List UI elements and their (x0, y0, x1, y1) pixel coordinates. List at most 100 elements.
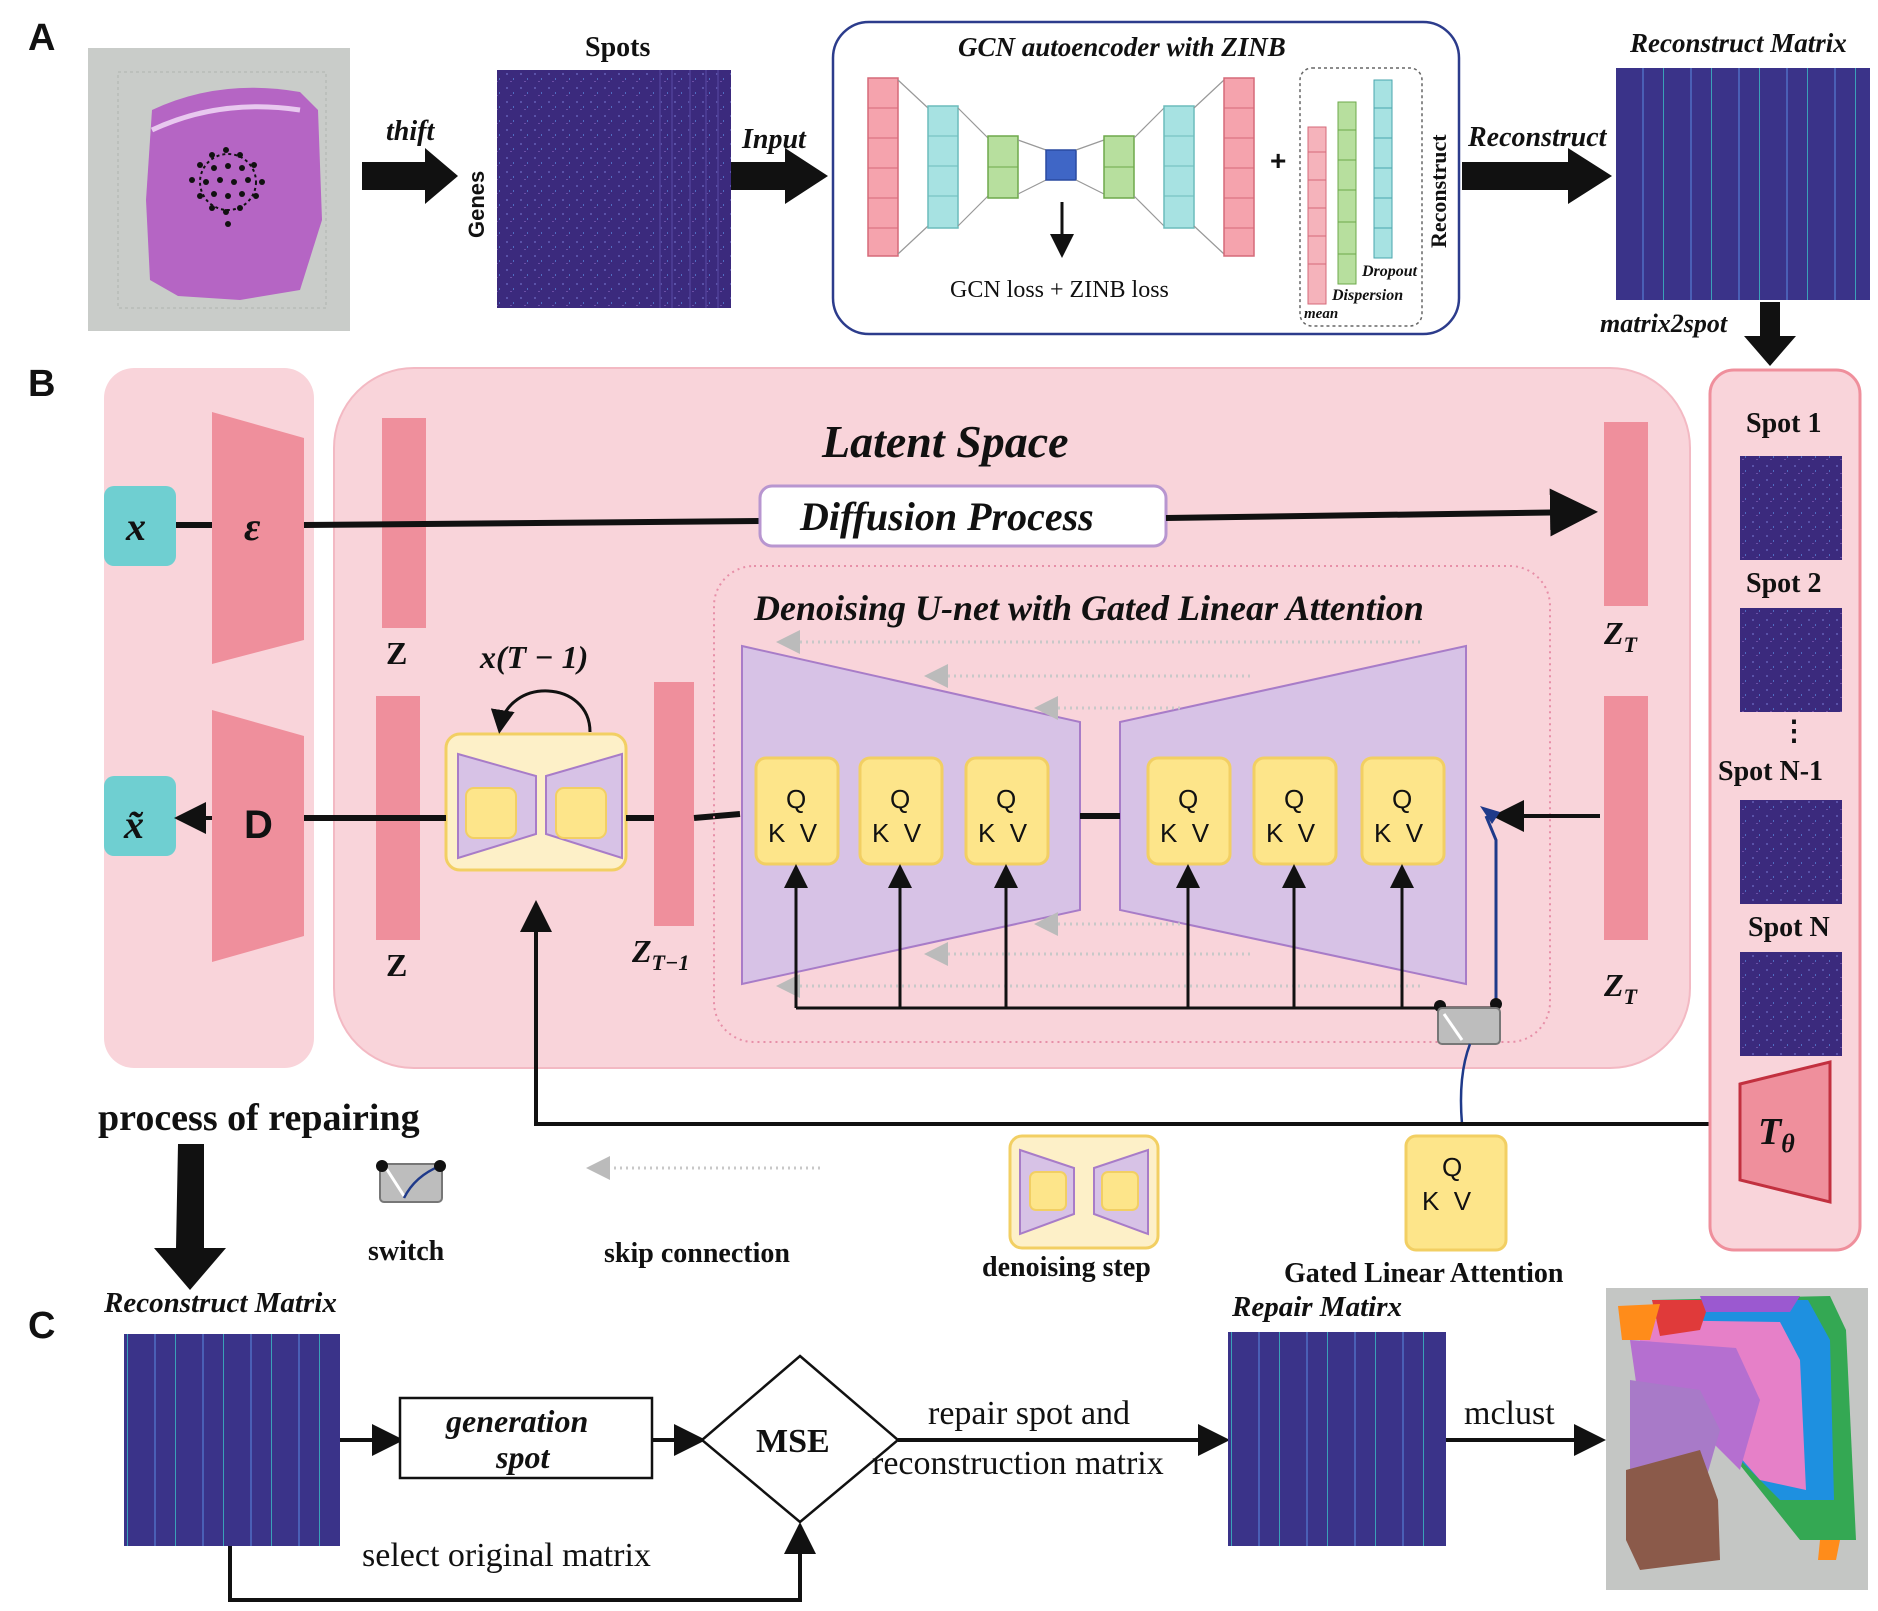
decoder-trapezoid (212, 710, 304, 962)
spot-image-1 (1740, 456, 1842, 560)
spot-dots-icon (189, 147, 265, 227)
z-label-top: Z (386, 635, 407, 671)
dispersion-label: Dispersion (1331, 287, 1403, 304)
encoder-decoder-layers (867, 77, 1255, 257)
gla-kv-label: K V (1422, 1186, 1472, 1216)
spot-image-2 (1740, 608, 1842, 712)
attention-blocks: Q K V Q K V Q K V Q K V Q K V Q K V (754, 756, 1446, 866)
encoder-trapezoid (212, 412, 304, 664)
reconstruct-matrix-c-title: Reconstruct Matrix (103, 1287, 337, 1319)
x-input-box (104, 486, 176, 566)
dropout-label: Dropout (1361, 263, 1418, 280)
zt-minus-1-label: ZT−1 (631, 933, 689, 975)
skip-connection-label: skip connection (604, 1238, 790, 1269)
q-label-2: Q (890, 784, 910, 814)
diffusion-process-label: Diffusion Process (799, 494, 1094, 539)
reconstruct-matrix-c (124, 1334, 340, 1546)
matrix2spot-label: matrix2spot (1600, 309, 1728, 338)
zt-label-top: ZT (1603, 615, 1639, 657)
unet-box (713, 565, 1551, 1043)
switch-legend-icon (376, 1160, 446, 1203)
process-down-arrow (154, 1144, 226, 1290)
loss-label: GCN loss + ZINB loss (950, 277, 1169, 303)
q-label-3: Q (996, 784, 1016, 814)
spot-image-n-minus-1 (1740, 800, 1842, 904)
spot-ellipsis: ⋮ (1780, 716, 1808, 747)
kv-label-1: K V (768, 818, 818, 848)
kv-label-3: K V (978, 818, 1028, 848)
genes-label: Genes (464, 171, 489, 238)
panel-c: C Reconstruct Matrix generation spot MSE… (28, 1287, 1868, 1602)
tissue-image (88, 48, 350, 331)
generation-spot-line2: spot (495, 1439, 550, 1475)
legend: process of repairing switch skip connect… (98, 1097, 1564, 1290)
kv-label-5: K V (1266, 818, 1316, 848)
panel-b-letter: B (28, 363, 55, 405)
select-original-label: select original matrix (362, 1537, 651, 1574)
repair-spot-line2: reconstruction matrix (872, 1445, 1164, 1482)
reconstruct-matrix (1616, 68, 1870, 300)
latent-space-title: Latent Space (821, 416, 1069, 467)
decoder-label: D (244, 803, 273, 847)
matrix2spot-arrow (1744, 302, 1796, 366)
gated-linear-attention-label: Gated Linear Attention (1284, 1258, 1564, 1289)
zt-minus-1-bar (654, 682, 694, 926)
q-label-1: Q (786, 784, 806, 814)
panel-a: A thift Genes Spots (28, 17, 1870, 366)
spots-matrix (497, 70, 731, 308)
unet-title: Denoising U-net with Gated Linear Attent… (753, 588, 1424, 628)
kv-label-2: K V (872, 818, 922, 848)
spot-label-n-minus-1: Spot N-1 (1718, 756, 1823, 787)
repair-matrix (1228, 1332, 1446, 1546)
q-label-4: Q (1178, 784, 1198, 814)
reconstruct-arrow (1462, 148, 1612, 204)
spot-image-n (1740, 952, 1842, 1056)
spot-label-2: Spot 2 (1746, 568, 1821, 599)
x-label: x (125, 504, 146, 549)
gcn-title: GCN autoencoder with ZINB (958, 32, 1286, 62)
repair-spot-line1: repair spot and (928, 1395, 1130, 1432)
t-theta-label: Tθ (1758, 1111, 1795, 1158)
mclust-label: mclust (1464, 1395, 1555, 1432)
kv-label-4: K V (1160, 818, 1210, 848)
zt-bar-bottom (1604, 696, 1648, 940)
panel-a-letter: A (28, 17, 55, 59)
process-of-repairing-label: process of repairing (98, 1097, 420, 1139)
repair-matrix-title: Repair Matirx (1231, 1291, 1402, 1323)
loop-arrow (490, 689, 592, 734)
switch-label: switch (368, 1236, 445, 1267)
x-tilde-label: x̃ (123, 802, 144, 847)
t-theta-trapezoid (1738, 1060, 1832, 1204)
spots-label: Spots (585, 32, 650, 63)
spot-label-1: Spot 1 (1746, 408, 1821, 439)
q-label-5: Q (1284, 784, 1304, 814)
gla-q-label: Q (1442, 1152, 1462, 1182)
q-label-6: Q (1392, 784, 1412, 814)
gla-legend-icon (1404, 1134, 1508, 1252)
spot-label-n: Spot N (1748, 912, 1830, 943)
input-label: Input (741, 124, 807, 155)
mse-label: MSE (756, 1423, 830, 1460)
reconstruct-matrix-title: Reconstruct Matrix (1629, 28, 1847, 58)
denoising-step-legend-icon (1008, 1134, 1160, 1250)
panel-c-letter: C (28, 1305, 55, 1347)
x-t-minus-1-label: x(T − 1) (479, 639, 588, 675)
reconstruct-arrow-label: Reconstruct (1467, 122, 1608, 153)
plus-label: + (1270, 145, 1286, 176)
reconstruct-vertical-label: Reconstruct (1426, 134, 1451, 248)
x-tilde-box (104, 776, 176, 856)
mean-label: mean (1304, 306, 1338, 322)
z-label-bottom: Z (386, 947, 407, 983)
panel-b: B x x̃ ε D Latent Space Z Z Diffusion Pr… (28, 363, 1862, 1252)
thift-label: thift (386, 116, 435, 147)
encoder-label: ε (244, 504, 261, 549)
input-arrow (731, 148, 828, 204)
generation-spot-box (398, 1396, 654, 1480)
kv-label-6: K V (1374, 818, 1424, 848)
generation-spot-line1: generation (445, 1403, 588, 1439)
cluster-map-image (1606, 1288, 1868, 1590)
zt-bar-top (1604, 422, 1648, 606)
thift-arrow (362, 148, 458, 204)
denoising-step-label: denoising step (982, 1252, 1151, 1283)
